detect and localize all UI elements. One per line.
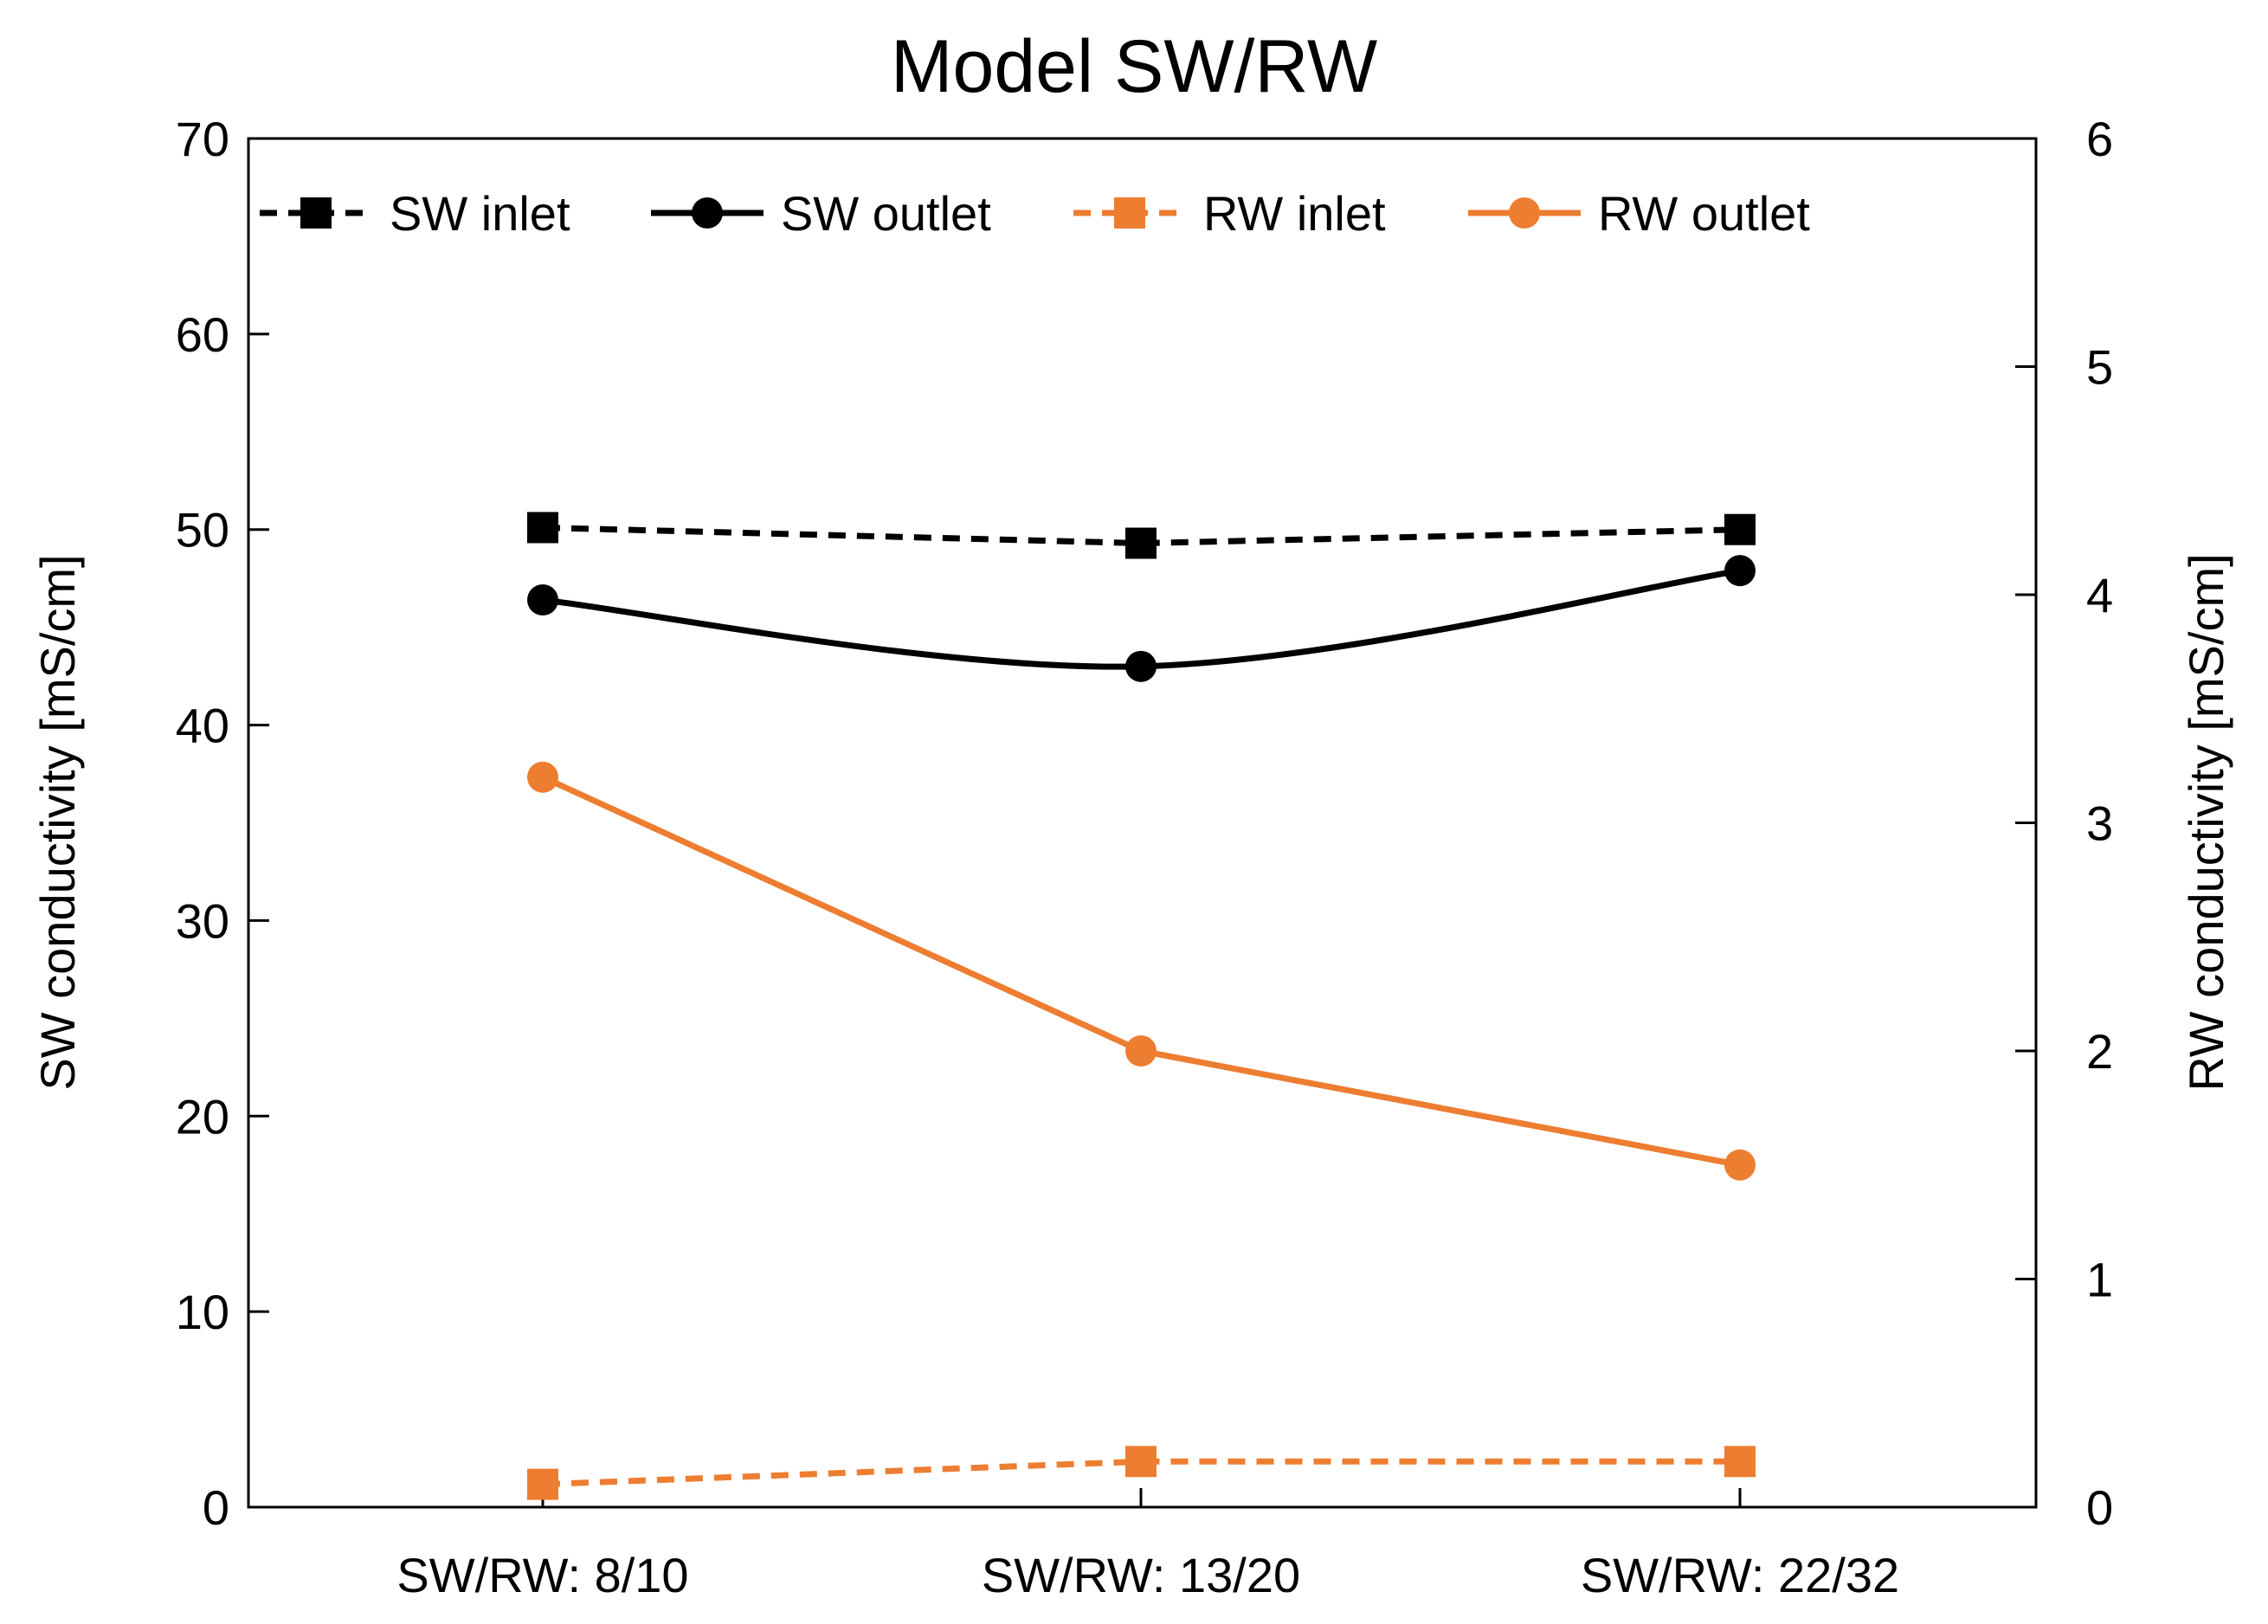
data-point-sw-inlet: [1724, 513, 1756, 545]
y-axis-left: 0 10 20 30 40 50 60 70: [176, 112, 269, 1535]
x-tick-label: SW/RW: 13/20: [982, 1548, 1300, 1602]
y-right-tick-label: 0: [2086, 1480, 2113, 1535]
y-axis-left-label: SW conductivity [mS/cm]: [30, 554, 85, 1090]
series-line-rw-outlet: [541, 774, 1741, 1169]
y-left-tick-label: 0: [203, 1480, 229, 1535]
legend: SW inlet SW outlet RW inlet RW outlet: [260, 186, 1810, 241]
y-right-tick-label: 4: [2086, 568, 2113, 622]
x-tick-label: SW/RW: 22/32: [1581, 1548, 1899, 1602]
data-point-rw-outlet: [1125, 1035, 1157, 1067]
data-point-rw-inlet: [1125, 1446, 1157, 1478]
y-axis-right-label: RW conductivity [mS/cm]: [2179, 553, 2233, 1091]
legend-marker-rw-inlet: [1114, 197, 1145, 229]
chart-title: Model SW/RW: [891, 25, 1377, 108]
y-left-tick-label: 20: [176, 1089, 229, 1144]
x-tick-label: SW/RW: 8/10: [396, 1548, 688, 1602]
y-right-tick-label: 5: [2086, 340, 2113, 395]
data-point-rw-inlet: [1724, 1446, 1756, 1478]
y-left-tick-label: 50: [176, 503, 229, 557]
data-point-sw-inlet: [527, 512, 558, 544]
data-point-sw-outlet: [1724, 555, 1756, 587]
legend-label-rw-outlet: RW outlet: [1598, 186, 1810, 241]
y-axis-right: 0 1 2 3 4 5 6: [2015, 112, 2113, 1535]
x-axis: SW/RW: 8/10 SW/RW: 13/20 SW/RW: 22/32: [396, 1488, 1899, 1602]
plot-area: [247, 137, 2038, 1509]
data-point-rw-outlet: [527, 761, 558, 793]
legend-marker-sw-inlet: [300, 197, 332, 229]
legend-marker-sw-outlet: [692, 197, 723, 229]
data-point-rw-outlet: [1724, 1149, 1756, 1181]
y-right-tick-label: 1: [2086, 1253, 2113, 1307]
series-markers: [527, 512, 1756, 1500]
legend-label-rw-inlet: RW inlet: [1203, 186, 1386, 241]
y-left-tick-label: 60: [176, 307, 229, 362]
data-point-sw-outlet: [1125, 650, 1157, 682]
y-left-tick-label: 70: [176, 112, 229, 166]
data-point-sw-outlet: [527, 584, 558, 616]
legend-label-sw-outlet: SW outlet: [781, 186, 991, 241]
y-left-tick-label: 40: [176, 699, 229, 753]
legend-label-sw-inlet: SW inlet: [390, 186, 570, 241]
y-left-tick-label: 30: [176, 893, 229, 948]
y-right-tick-label: 3: [2086, 796, 2113, 851]
data-point-sw-inlet: [1125, 527, 1157, 559]
y-right-tick-label: 2: [2086, 1024, 2113, 1079]
y-right-tick-label: 6: [2086, 112, 2113, 166]
legend-marker-rw-outlet: [1509, 197, 1540, 229]
y-left-tick-label: 10: [176, 1285, 229, 1339]
data-point-rw-inlet: [527, 1468, 558, 1500]
